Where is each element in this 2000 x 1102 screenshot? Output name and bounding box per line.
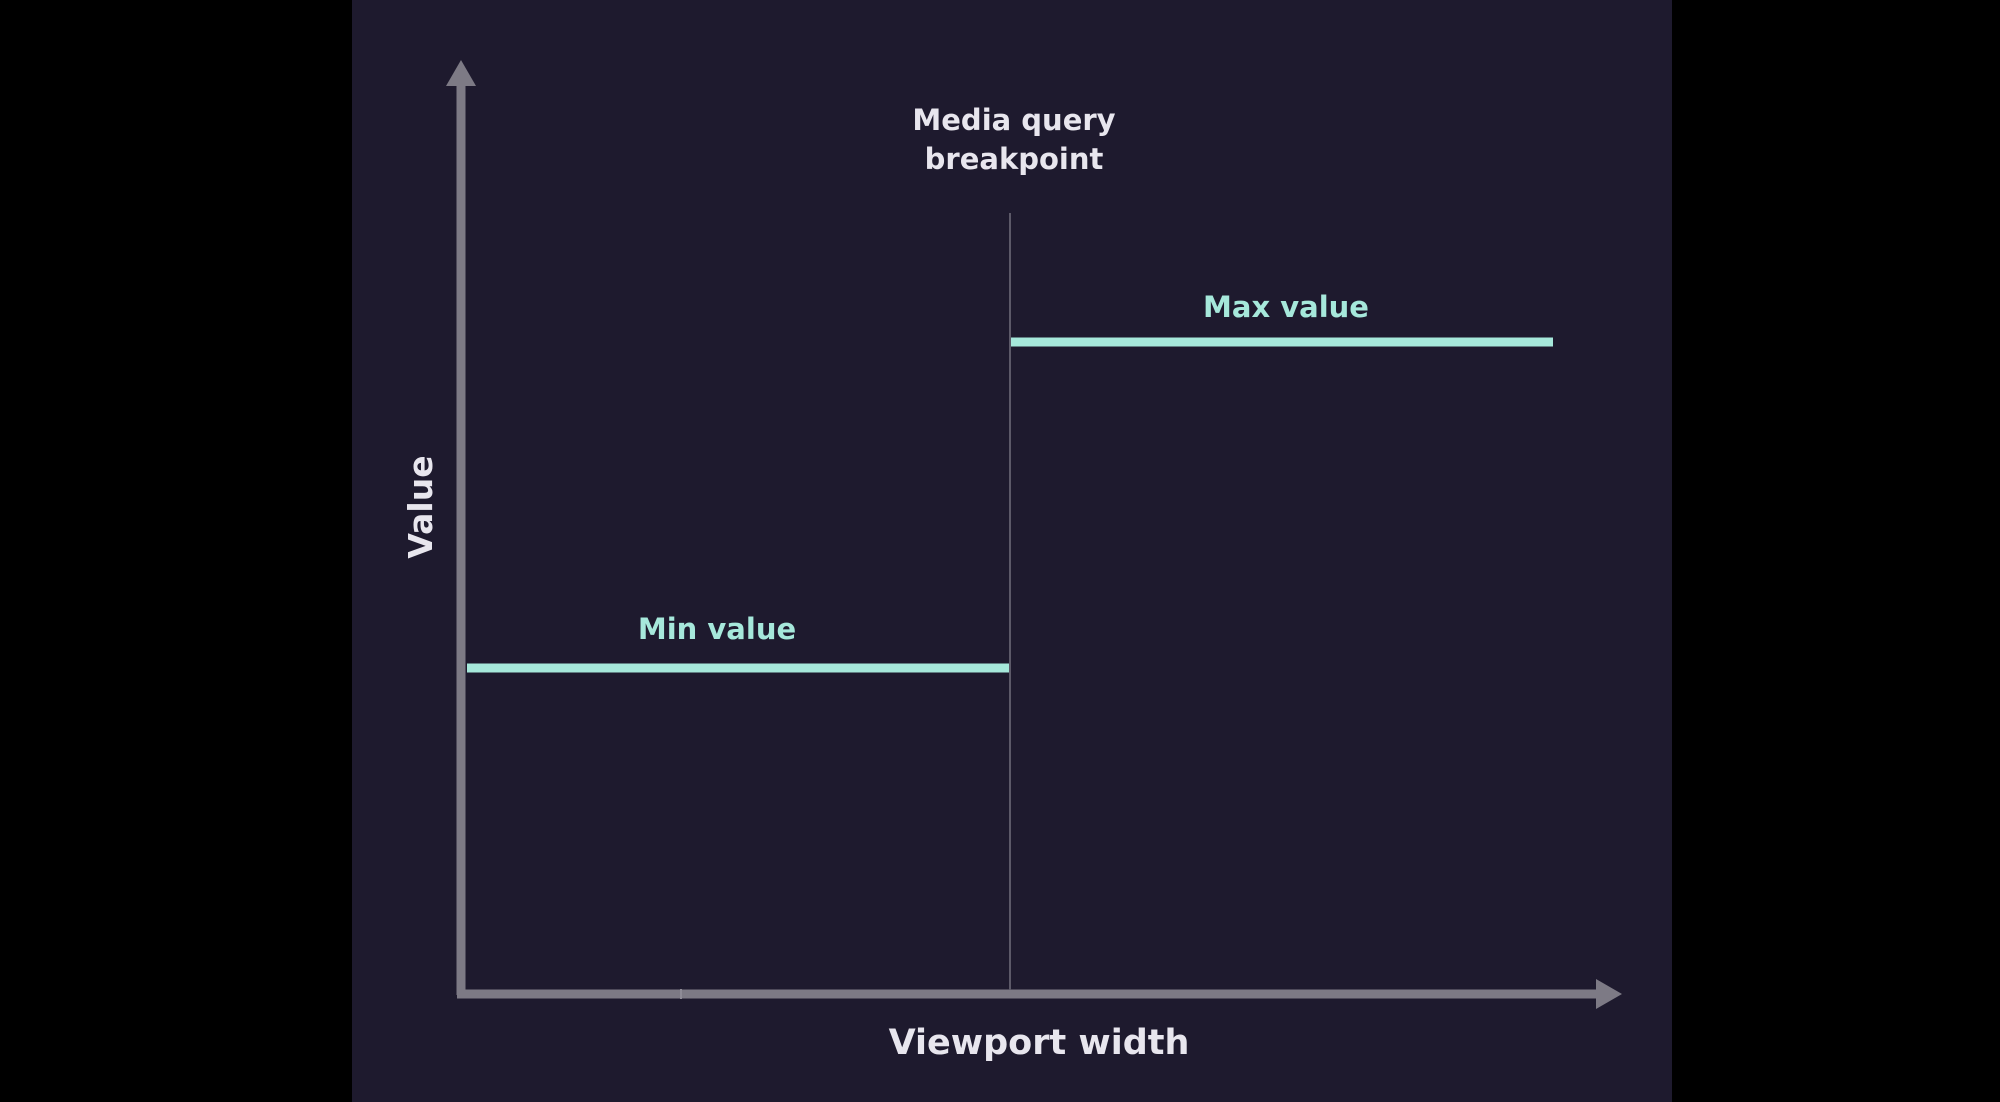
x-axis-arrow-icon	[1596, 979, 1622, 1009]
y-axis-arrow-icon	[446, 60, 476, 86]
diagram-panel	[352, 0, 1672, 1102]
max-value-label: Max value	[1203, 290, 1369, 324]
x-axis-label: Viewport width	[889, 1023, 1190, 1063]
breakpoint-title-line-2: breakpoint	[925, 142, 1104, 176]
min-value-label: Min value	[638, 612, 796, 646]
y-axis-label: Value	[401, 455, 440, 558]
breakpoint-title-line-1: Media query	[912, 103, 1115, 137]
